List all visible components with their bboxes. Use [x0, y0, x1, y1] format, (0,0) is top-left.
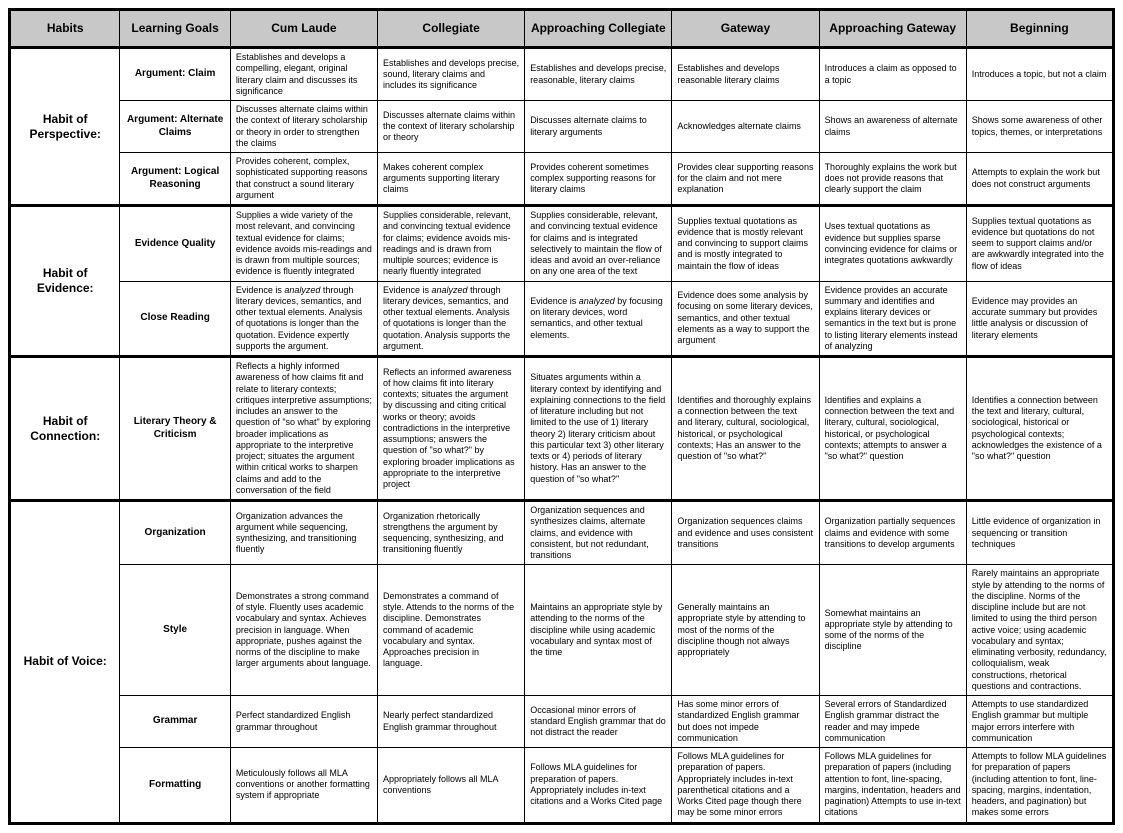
rubric-cell: Evidence is analyzed through literary de… — [230, 281, 377, 357]
header-row: Habits Learning Goals Cum Laude Collegia… — [10, 10, 1114, 48]
header-level-5: Beginning — [966, 10, 1113, 48]
rubric-cell: Identifies and thoroughly explains a con… — [672, 357, 819, 501]
rubric-cell: Organization advances the argument while… — [230, 501, 377, 565]
rubric-cell: Maintains an appropriate style by attend… — [525, 565, 672, 696]
rubric-cell: Establishes and develops reasonable lite… — [672, 48, 819, 101]
rubric-cell: Follows MLA guidelines for preparation o… — [819, 748, 966, 824]
goal-cell: Evidence Quality — [120, 206, 230, 282]
table-row: Habit of Connection:Literary Theory & Cr… — [10, 357, 1114, 501]
header-level-2: Approaching Collegiate — [525, 10, 672, 48]
rubric-cell: Supplies considerable, relevant, and con… — [378, 206, 525, 282]
rubric-cell: Shows an awareness of alternate claims — [819, 101, 966, 153]
goal-cell: Organization — [120, 501, 230, 565]
goal-cell: Formatting — [120, 748, 230, 824]
header-level-1: Collegiate — [378, 10, 525, 48]
table-row: Habit of Voice:OrganizationOrganization … — [10, 501, 1114, 565]
goal-cell: Argument: Claim — [120, 48, 230, 101]
rubric-cell: Organization rhetorically strengthens th… — [378, 501, 525, 565]
header-level-3: Gateway — [672, 10, 819, 48]
rubric-cell: Identifies and explains a connection bet… — [819, 357, 966, 501]
table-row: Close ReadingEvidence is analyzed throug… — [10, 281, 1114, 357]
habit-cell: Habit of Voice: — [10, 501, 120, 824]
table-row: FormattingMeticulously follows all MLA c… — [10, 748, 1114, 824]
rubric-cell: Organization sequences and synthesizes c… — [525, 501, 672, 565]
rubric-cell: Follows MLA guidelines for preparation o… — [525, 748, 672, 824]
rubric-cell: Supplies a wide variety of the most rele… — [230, 206, 377, 282]
goal-cell: Style — [120, 565, 230, 696]
table-row: Argument: Alternate ClaimsDiscusses alte… — [10, 101, 1114, 153]
rubric-cell: Somewhat maintains an appropriate style … — [819, 565, 966, 696]
rubric-table: Habits Learning Goals Cum Laude Collegia… — [8, 8, 1115, 825]
rubric-cell: Makes coherent complex arguments support… — [378, 153, 525, 206]
rubric-cell: Provides coherent sometimes complex supp… — [525, 153, 672, 206]
rubric-cell: Establishes and develops precise, sound,… — [378, 48, 525, 101]
header-habits: Habits — [10, 10, 120, 48]
goal-cell: Argument: Logical Reasoning — [120, 153, 230, 206]
rubric-cell: Provides coherent, complex, sophisticate… — [230, 153, 377, 206]
rubric-cell: Establishes and develops precise, reason… — [525, 48, 672, 101]
header-level-0: Cum Laude — [230, 10, 377, 48]
rubric-cell: Reflects a highly informed awareness of … — [230, 357, 377, 501]
rubric-cell: Introduces a claim as opposed to a topic — [819, 48, 966, 101]
goal-cell: Close Reading — [120, 281, 230, 357]
rubric-cell: Shows some awareness of other topics, th… — [966, 101, 1113, 153]
rubric-cell: Generally maintains an appropriate style… — [672, 565, 819, 696]
habit-cell: Habit of Connection: — [10, 357, 120, 501]
goal-cell: Literary Theory & Criticism — [120, 357, 230, 501]
goal-cell: Argument: Alternate Claims — [120, 101, 230, 153]
rubric-cell: Follows MLA guidelines for preparation o… — [672, 748, 819, 824]
rubric-cell: Organization partially sequences claims … — [819, 501, 966, 565]
rubric-cell: Reflects an informed awareness of how cl… — [378, 357, 525, 501]
rubric-cell: Supplies textual quotations as evidence … — [672, 206, 819, 282]
rubric-cell: Uses textual quotations as evidence but … — [819, 206, 966, 282]
rubric-cell: Evidence does some analysis by focusing … — [672, 281, 819, 357]
table-row: StyleDemonstrates a strong command of st… — [10, 565, 1114, 696]
rubric-cell: Discusses alternate claims within the co… — [230, 101, 377, 153]
rubric-cell: Attempts to follow MLA guidelines for pr… — [966, 748, 1113, 824]
table-row: Habit of Perspective:Argument: ClaimEsta… — [10, 48, 1114, 101]
habit-cell: Habit of Perspective: — [10, 48, 120, 206]
rubric-cell: Supplies considerable, relevant, and con… — [525, 206, 672, 282]
rubric-cell: Little evidence of organization in seque… — [966, 501, 1113, 565]
table-row: Habit of Evidence:Evidence QualitySuppli… — [10, 206, 1114, 282]
rubric-cell: Discusses alternate claims to literary a… — [525, 101, 672, 153]
rubric-cell: Demonstrates a strong command of style. … — [230, 565, 377, 696]
rubric-cell: Appropriately follows all MLA convention… — [378, 748, 525, 824]
rubric-cell: Discusses alternate claims within the co… — [378, 101, 525, 153]
rubric-cell: Thoroughly explains the work but does no… — [819, 153, 966, 206]
rubric-cell: Supplies textual quotations as evidence … — [966, 206, 1113, 282]
rubric-cell: Identifies a connection between the text… — [966, 357, 1113, 501]
table-row: Argument: Logical ReasoningProvides cohe… — [10, 153, 1114, 206]
rubric-cell: Meticulously follows all MLA conventions… — [230, 748, 377, 824]
rubric-cell: Situates arguments within a literary con… — [525, 357, 672, 501]
rubric-cell: Organization sequences claims and eviden… — [672, 501, 819, 565]
rubric-cell: Demonstrates a command of style. Attends… — [378, 565, 525, 696]
habit-cell: Habit of Evidence: — [10, 206, 120, 357]
rubric-cell: Acknowledges alternate claims — [672, 101, 819, 153]
header-level-4: Approaching Gateway — [819, 10, 966, 48]
rubric-cell: Provides clear supporting reasons for th… — [672, 153, 819, 206]
rubric-cell: Establishes and develops a compelling, e… — [230, 48, 377, 101]
rubric-cell: Evidence provides an accurate summary an… — [819, 281, 966, 357]
rubric-cell: Evidence is analyzed through literary de… — [378, 281, 525, 357]
header-goals: Learning Goals — [120, 10, 230, 48]
rubric-cell: Evidence is analyzed by focusing on lite… — [525, 281, 672, 357]
rubric-cell: Rarely maintains an appropriate style by… — [966, 565, 1113, 696]
rubric-cell: Introduces a topic, but not a claim — [966, 48, 1113, 101]
rubric-cell: Evidence may provides an accurate summar… — [966, 281, 1113, 357]
rubric-cell: Attempts to explain the work but does no… — [966, 153, 1113, 206]
